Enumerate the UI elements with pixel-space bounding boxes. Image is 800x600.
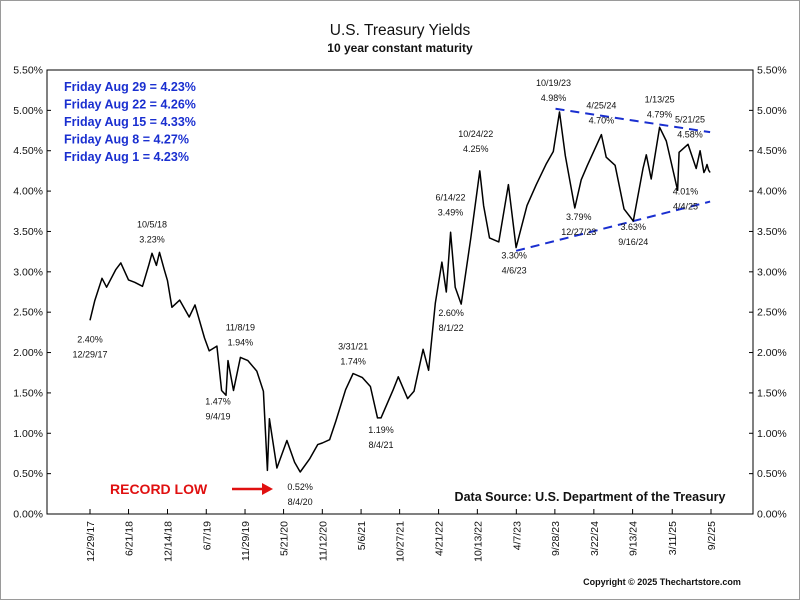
y-tick-label-left: 0.50% <box>13 468 43 480</box>
trendlines <box>515 107 711 252</box>
annotation-value: 2.40% <box>77 334 103 344</box>
record-low-label: RECORD LOW <box>110 481 208 497</box>
y-tick-label-right: 3.50% <box>757 226 787 238</box>
legend: Friday Aug 29 = 4.23% Friday Aug 22 = 4.2… <box>64 80 196 164</box>
y-axis-left: 0.00% 0.50% 1.00% 1.50% 2.00% 2.50% 3.00% 3.50%… <box>13 65 51 521</box>
x-tick-label: 9/2/25 <box>706 521 718 550</box>
x-tick-label: 6/21/18 <box>124 521 136 556</box>
y-tick-label-right: 3.00% <box>757 266 787 278</box>
y-tick-label-left: 4.00% <box>13 186 43 198</box>
x-tick-label: 10/27/21 <box>395 521 407 562</box>
annotation-value: 1.94% <box>228 337 254 347</box>
annotation-date: 10/24/22 <box>458 129 493 139</box>
y-tick-label-left: 1.00% <box>13 428 43 440</box>
annotation-date: 9/4/19 <box>205 411 230 421</box>
x-tick-label: 3/11/25 <box>667 521 679 555</box>
y-tick-label-left: 4.50% <box>13 145 43 157</box>
y-tick-label-right: 4.50% <box>757 145 787 157</box>
chart-title: U.S. Treasury Yields <box>330 22 471 39</box>
trendline <box>555 107 711 134</box>
y-tick-label-left: 5.50% <box>13 65 43 77</box>
y-tick-label-left: 3.00% <box>13 266 43 278</box>
annotation-value: 1.74% <box>340 357 366 367</box>
x-axis: 12/29/17 6/21/18 12/14/18 6/7/19 11/29/19 5/2… <box>85 509 718 562</box>
annotation-date: 12/29/17 <box>72 349 107 359</box>
annotation-date: 11/8/19 <box>226 322 255 332</box>
x-tick-label: 4/7/23 <box>511 521 523 550</box>
x-tick-label: 10/13/22 <box>472 521 484 562</box>
trendline <box>515 200 711 252</box>
annotation-date: 10/5/18 <box>137 219 167 229</box>
y-tick-label-right: 0.50% <box>757 468 787 480</box>
x-tick-label: 5/21/20 <box>279 521 291 556</box>
annotation-value: 4.70% <box>589 116 615 126</box>
y-tick-label-left: 2.50% <box>13 307 43 319</box>
x-tick-label: 9/13/24 <box>628 521 640 556</box>
annotation-value: 1.19% <box>368 425 394 435</box>
annotation-date: 8/1/22 <box>439 323 464 333</box>
legend-item: Friday Aug 8 = 4.27% <box>64 133 189 147</box>
annotation-value: 4.01% <box>673 186 699 196</box>
annotation-value: 3.49% <box>438 207 464 217</box>
copyright: Copyright © 2025 Thechartstore.com <box>583 577 741 587</box>
annotation-value: 4.79% <box>647 109 673 119</box>
record-low-arrow <box>232 483 273 495</box>
yield-line <box>89 111 711 473</box>
x-tick-label: 11/29/19 <box>240 521 252 561</box>
y-tick-label-right: 5.50% <box>757 65 787 77</box>
annotation-date: 8/4/21 <box>368 440 393 450</box>
annotations: 2.40% 12/29/17 10/5/18 3.23% 11/8/19 1.94% 1.4… <box>72 78 705 507</box>
y-tick-label-right: 4.00% <box>757 186 787 198</box>
annotation-date: 8/4/20 <box>288 497 313 507</box>
annotation-value: 3.30% <box>501 251 527 261</box>
y-tick-label-left: 1.50% <box>13 387 43 399</box>
x-tick-label: 9/28/23 <box>550 521 562 556</box>
x-tick-label: 5/6/21 <box>356 521 368 550</box>
x-tick-label: 3/22/24 <box>589 521 601 556</box>
y-tick-label-right: 1.50% <box>757 387 787 399</box>
annotation-value: 0.52% <box>287 482 313 492</box>
annotation-date: 4/6/23 <box>502 266 527 276</box>
chart-subtitle: 10 year constant maturity <box>327 41 473 55</box>
annotation-value: 3.23% <box>139 234 165 244</box>
y-tick-label-right: 1.00% <box>757 428 787 440</box>
annotation-date: 4/25/24 <box>586 101 616 111</box>
y-tick-label-right: 5.00% <box>757 105 787 117</box>
x-tick-label: 4/21/22 <box>434 521 446 556</box>
legend-item: Friday Aug 29 = 4.23% <box>64 80 196 94</box>
annotation-date: 12/27/23 <box>561 227 596 237</box>
annotation-date: 9/16/24 <box>618 237 648 247</box>
y-tick-label-right: 0.00% <box>757 509 787 521</box>
y-tick-label-left: 2.00% <box>13 347 43 359</box>
legend-item: Friday Aug 22 = 4.26% <box>64 98 196 112</box>
annotation-date: 1/13/25 <box>645 94 675 104</box>
annotation-value: 3.79% <box>566 212 592 222</box>
annotation-value: 4.98% <box>541 93 567 103</box>
annotation-value: 4.58% <box>677 129 703 139</box>
annotation-date: 10/19/23 <box>536 78 571 88</box>
y-axis-right: 0.00% 0.50% 1.00% 1.50% 2.00% 2.50% 3.00% 3.50%… <box>749 65 787 521</box>
y-tick-label-left: 3.50% <box>13 226 43 238</box>
annotation-date: 3/31/21 <box>338 342 368 352</box>
data-source: Data Source: U.S. Department of the Trea… <box>455 490 726 504</box>
y-tick-label-right: 2.00% <box>757 347 787 359</box>
annotation-date: 4/4/25 <box>673 201 698 211</box>
x-tick-label: 12/14/18 <box>163 521 175 562</box>
annotation-value: 2.60% <box>438 308 464 318</box>
annotation-value: 4.25% <box>463 144 489 154</box>
legend-item: Friday Aug 1 = 4.23% <box>64 150 189 164</box>
x-tick-label: 6/7/19 <box>201 521 213 550</box>
annotation-value: 1.47% <box>205 396 231 406</box>
x-tick-label: 12/29/17 <box>85 521 97 562</box>
y-tick-label-right: 2.50% <box>757 307 787 319</box>
legend-item: Friday Aug 15 = 4.33% <box>64 115 196 129</box>
annotation-date: 5/21/25 <box>675 114 705 124</box>
y-tick-label-left: 5.00% <box>13 105 43 117</box>
x-tick-label: 11/12/20 <box>317 521 329 561</box>
y-tick-label-left: 0.00% <box>13 509 43 521</box>
annotation-date: 6/14/22 <box>436 192 466 202</box>
annotation-value: 3.63% <box>620 222 646 232</box>
